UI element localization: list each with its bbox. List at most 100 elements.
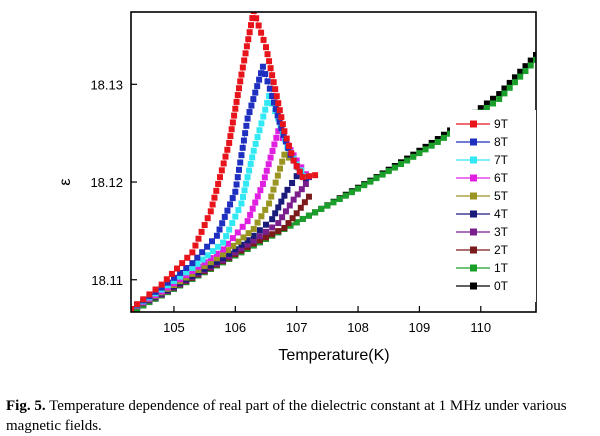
- data-point: [416, 150, 423, 157]
- data-point: [240, 137, 247, 144]
- data-point: [270, 79, 277, 86]
- data-point: [275, 100, 282, 107]
- series-9T: [131, 12, 319, 312]
- data-point: [281, 192, 288, 199]
- data-point: [262, 71, 269, 78]
- data-point: [220, 246, 227, 253]
- data-point: [276, 107, 283, 114]
- data-point: [238, 241, 245, 248]
- data-point: [506, 84, 513, 91]
- data-point: [244, 218, 251, 225]
- data-point: [241, 187, 248, 194]
- data-point: [284, 186, 291, 193]
- data-point: [281, 128, 288, 135]
- data-point: [270, 99, 277, 106]
- data-point: [238, 200, 245, 207]
- data-point: [242, 130, 249, 137]
- data-point: [288, 150, 295, 157]
- data-point: [281, 151, 288, 158]
- data-point: [232, 246, 239, 253]
- legend-marker: [470, 210, 477, 218]
- data-point: [235, 207, 242, 214]
- legend-label: 9T: [494, 117, 509, 131]
- data-point: [250, 12, 257, 15]
- data-point: [259, 180, 266, 187]
- x-tick-label: 106: [224, 320, 246, 335]
- data-point: [220, 239, 227, 246]
- data-point: [385, 168, 392, 175]
- data-point: [270, 186, 277, 193]
- data-point: [220, 255, 227, 262]
- data-point: [215, 180, 222, 187]
- legend-item-5T: 5T: [456, 189, 509, 203]
- legend-label: 4T: [494, 207, 509, 221]
- data-point: [214, 243, 221, 250]
- data-point: [227, 201, 234, 208]
- data-point: [298, 186, 305, 193]
- data-point: [239, 64, 246, 71]
- data-point: [506, 79, 513, 86]
- data-point: [213, 258, 220, 265]
- x-axis: 105 106 107 108 109 110: [163, 306, 491, 335]
- data-point: [246, 167, 253, 174]
- data-point: [264, 51, 271, 58]
- data-point: [293, 219, 300, 226]
- data-point: [258, 29, 265, 36]
- data-point: [511, 79, 518, 86]
- data-point: [305, 193, 312, 200]
- data-point: [164, 279, 171, 286]
- data-point: [213, 255, 220, 262]
- data-point: [174, 265, 181, 272]
- legend-marker: [470, 282, 477, 290]
- data-point: [275, 115, 282, 122]
- data-point: [269, 148, 276, 155]
- data-point: [229, 235, 236, 242]
- legend-marker: [470, 138, 477, 146]
- data-point: [207, 259, 214, 266]
- data-point: [163, 276, 170, 283]
- data-point: [234, 92, 241, 99]
- data-point: [269, 72, 276, 79]
- data-point: [269, 216, 276, 223]
- data-point: [219, 220, 226, 227]
- dielectric-chart: 105 106 107 108 109 110 18.11 18.12 18.13 Tempe…: [57, 11, 537, 364]
- data-point: [184, 254, 191, 261]
- data-point: [522, 68, 529, 75]
- data-point: [294, 191, 301, 198]
- legend-marker: [470, 264, 477, 272]
- data-point: [236, 166, 242, 173]
- data-point: [209, 201, 216, 208]
- data-point: [250, 225, 257, 232]
- series-line: [131, 65, 310, 310]
- legend-marker: [470, 156, 477, 164]
- data-point: [290, 196, 297, 203]
- data-point: [256, 237, 263, 244]
- data-point: [301, 199, 308, 206]
- data-point: [247, 160, 254, 167]
- data-point: [522, 63, 529, 70]
- data-point: [275, 228, 282, 235]
- legend-item-7T: 7T: [456, 153, 509, 167]
- data-point: [252, 199, 259, 206]
- data-point: [269, 224, 276, 231]
- data-point: [305, 173, 312, 180]
- data-point: [280, 131, 287, 138]
- data-point: [209, 248, 216, 255]
- data-point: [213, 250, 220, 257]
- data-point: [252, 140, 259, 147]
- data-point: [404, 157, 411, 164]
- x-axis-title: Temperature(K): [278, 347, 389, 364]
- data-point: [290, 157, 297, 164]
- data-point: [204, 215, 211, 222]
- data-point: [289, 180, 296, 187]
- data-point: [229, 119, 236, 126]
- data-point: [285, 220, 292, 227]
- legend-box: [450, 110, 536, 302]
- data-point: [223, 233, 230, 240]
- data-point: [279, 121, 286, 128]
- legend-item-1T: 1T: [456, 261, 509, 275]
- data-point: [250, 237, 257, 244]
- data-point: [237, 159, 244, 166]
- y-tick-label: 18.13: [90, 77, 123, 92]
- x-tick-label: 107: [286, 320, 308, 335]
